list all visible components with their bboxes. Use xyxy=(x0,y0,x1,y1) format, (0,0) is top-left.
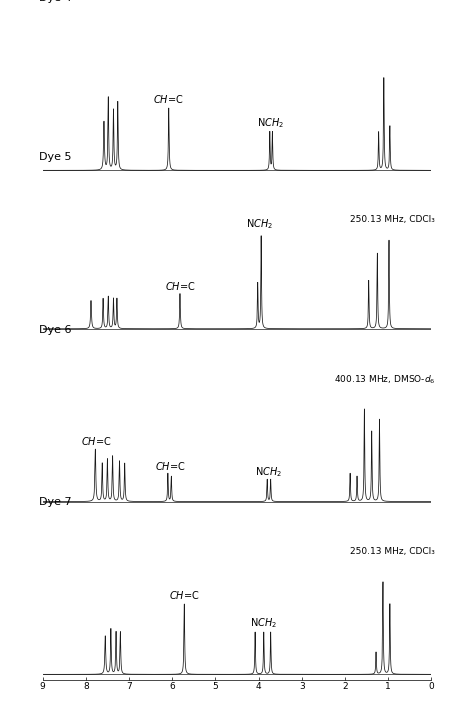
Text: Dye 4: Dye 4 xyxy=(39,0,72,4)
Text: $\it{CH}$=C: $\it{CH}$=C xyxy=(155,460,185,472)
Text: N$\it{CH}$$_2$: N$\it{CH}$$_2$ xyxy=(250,616,277,630)
Text: Dye 7: Dye 7 xyxy=(39,498,72,508)
Text: 400.13 MHz, DMSO-$d_6$: 400.13 MHz, DMSO-$d_6$ xyxy=(334,374,435,387)
Text: $\it{CH}$=C: $\it{CH}$=C xyxy=(164,280,195,292)
Text: $\it{CH}$=C: $\it{CH}$=C xyxy=(82,435,112,447)
Text: 250.13 MHz, CDCl₃: 250.13 MHz, CDCl₃ xyxy=(350,546,435,556)
Text: Dye 5: Dye 5 xyxy=(39,152,71,162)
Text: 250.13 MHz, CDCl₃: 250.13 MHz, CDCl₃ xyxy=(350,215,435,225)
Text: $\it{CH}$=C: $\it{CH}$=C xyxy=(154,93,184,105)
Text: N$\it{CH}$$_2$: N$\it{CH}$$_2$ xyxy=(246,217,273,231)
Text: N$\it{CH}$$_2$: N$\it{CH}$$_2$ xyxy=(257,116,284,130)
Text: N$\it{CH}$$_2$: N$\it{CH}$$_2$ xyxy=(255,465,282,479)
Text: Dye 6: Dye 6 xyxy=(39,325,71,335)
Text: $\it{CH}$=C: $\it{CH}$=C xyxy=(169,589,200,600)
